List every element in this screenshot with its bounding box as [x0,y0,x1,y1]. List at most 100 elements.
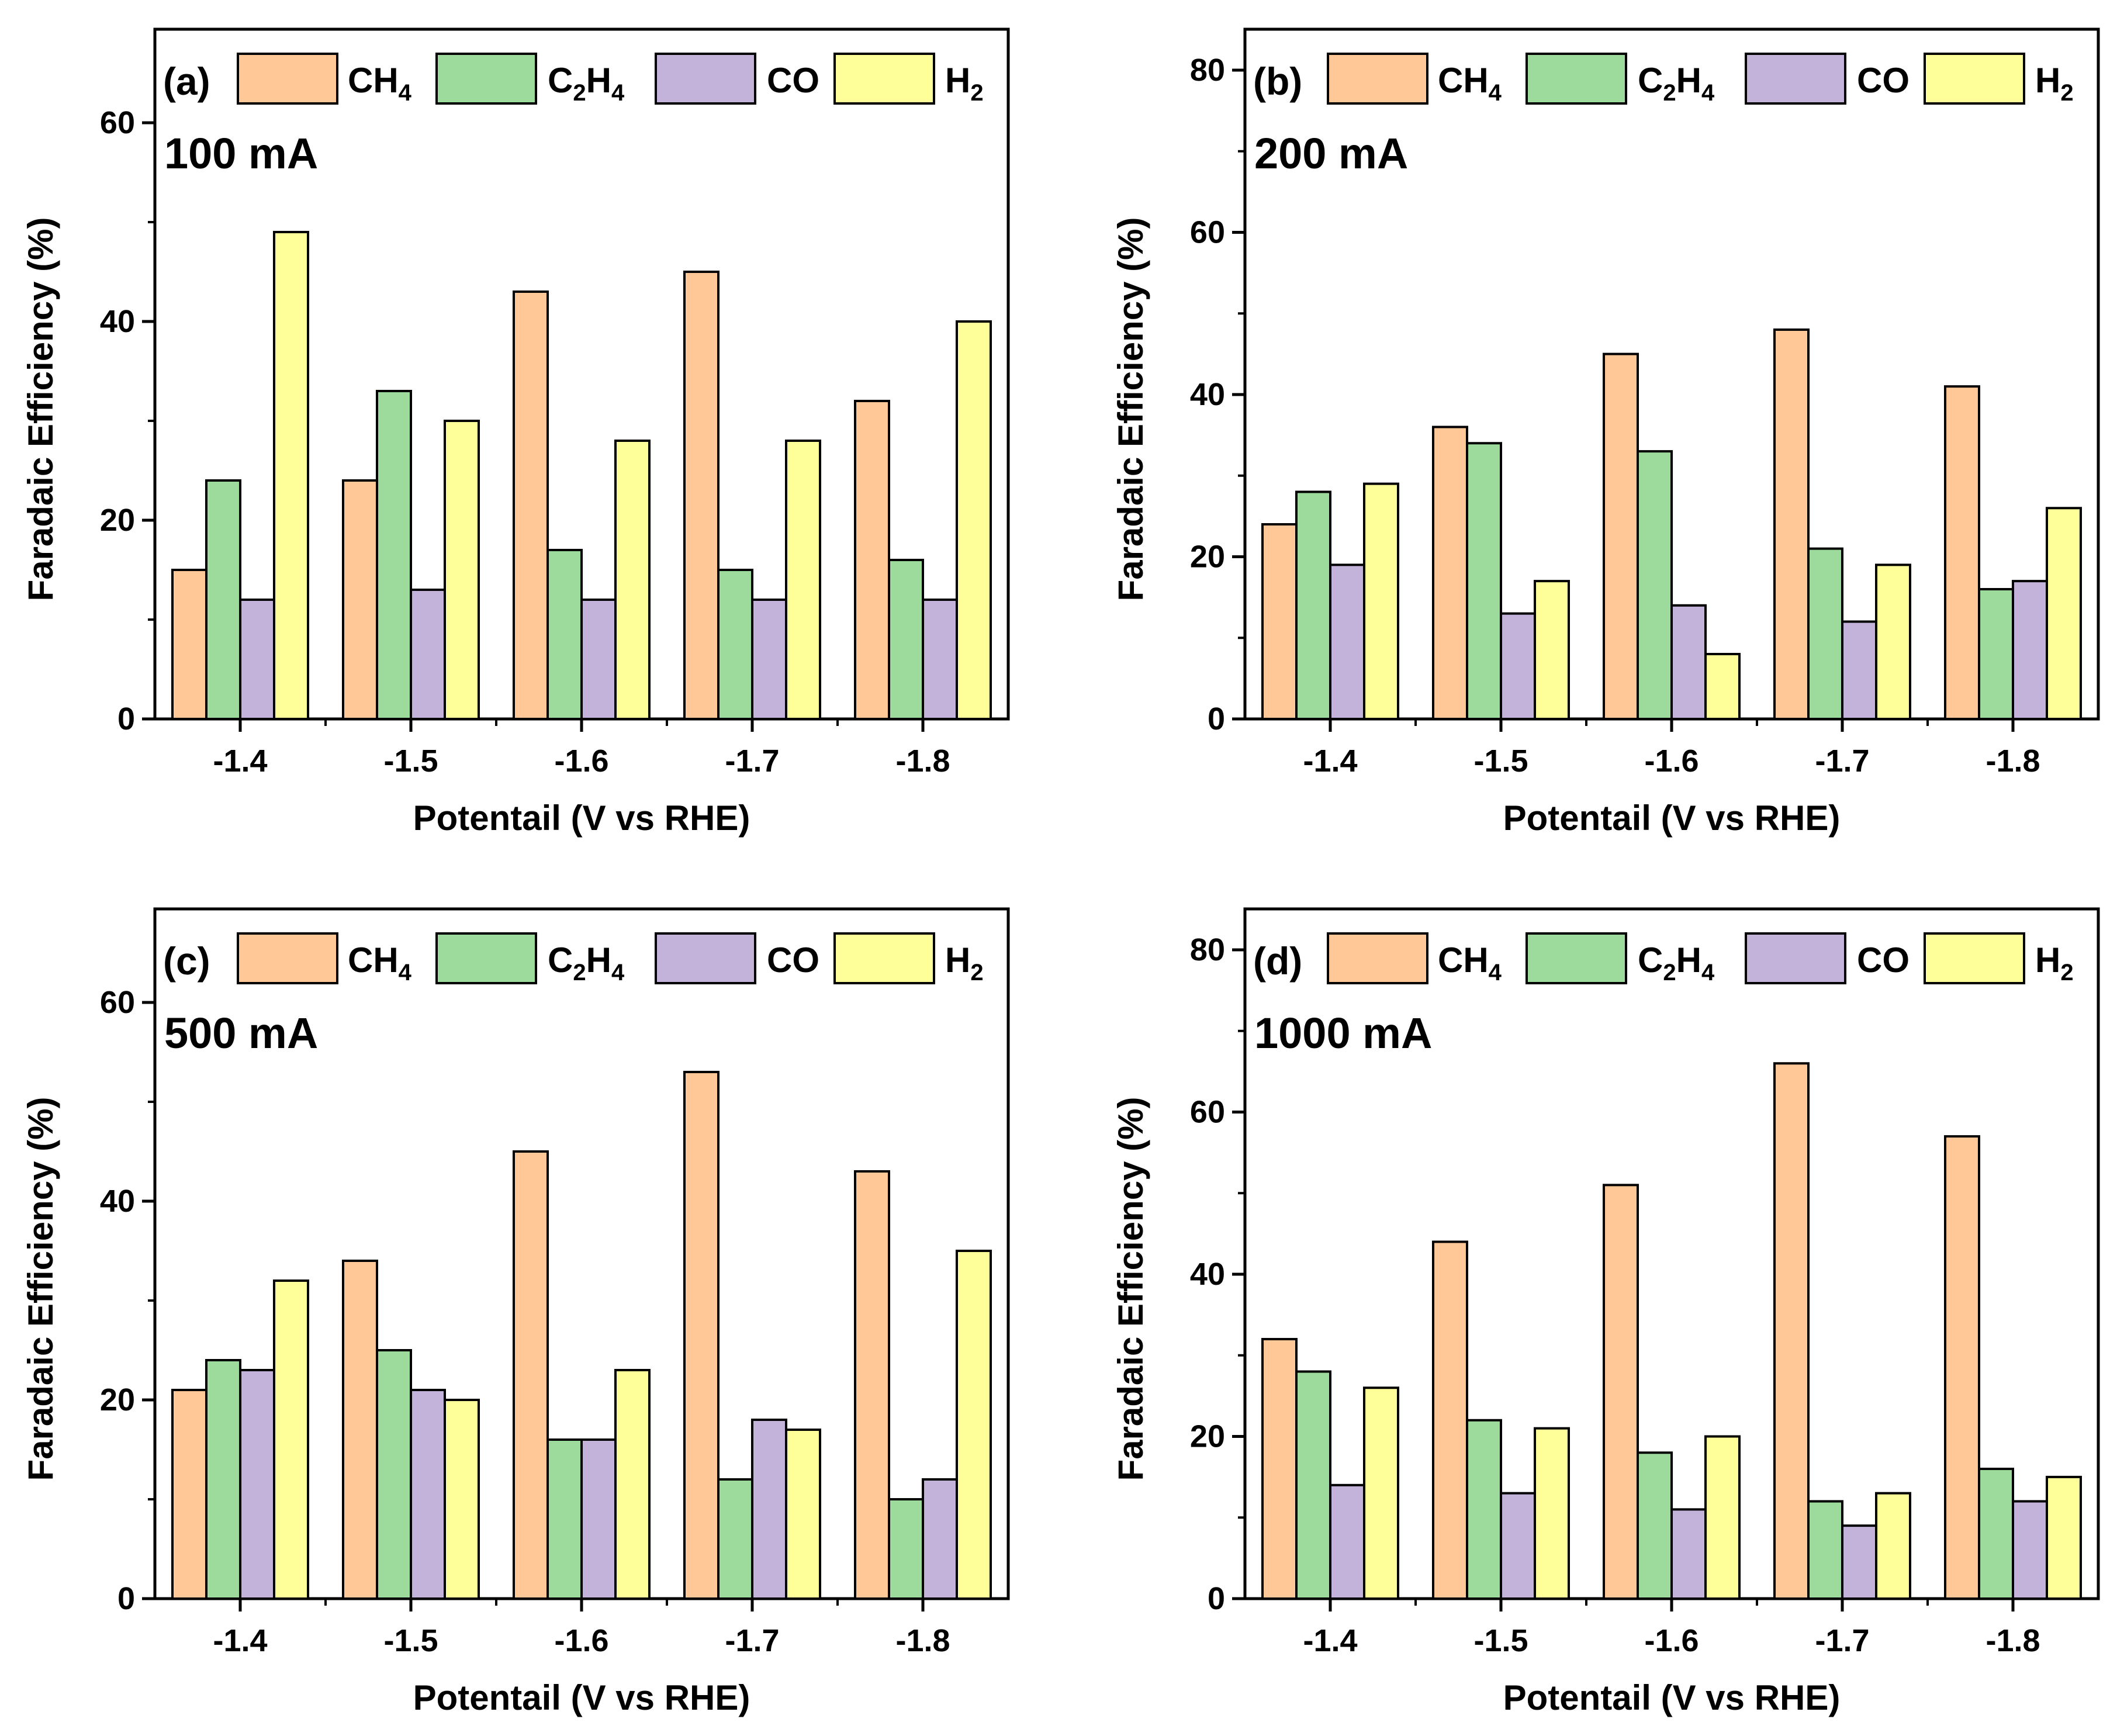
legend-swatch-ch4 [1327,53,1428,105]
legend-label-co: CO [767,940,819,980]
legend-swatch-h2 [1924,53,2025,105]
x-tick-label: -1.8 [1985,1623,2040,1658]
bar-h2 [273,1279,309,1600]
bar-h2 [273,231,309,720]
legend-text-part: C [1638,940,1663,980]
bar-ch4 [1261,523,1298,720]
y-tick-label: 0 [1208,701,1225,736]
x-tick-label: -1.8 [895,1623,950,1658]
bar-c2h4 [888,559,924,720]
legend-text-part: 2 [2060,80,2073,106]
bar-co [751,1419,787,1600]
bar-h2 [956,320,992,720]
y-tick-label: 60 [1190,215,1225,250]
current-label: 1000 mA [1254,1009,1432,1057]
y-tick-label: 40 [1190,1257,1225,1292]
bar-c2h4 [1807,1500,1843,1600]
x-tick-label: -1.8 [895,743,950,779]
legend-text-part: CO [767,61,819,100]
bar-h2 [1363,482,1399,720]
legend-label-co: CO [1857,61,1910,100]
legend-text-part: CH [1438,61,1489,100]
bar-co [1670,604,1707,720]
legend-text-part: H [945,940,970,980]
bar-c2h4 [376,390,412,720]
legend: CH4 C2H4 CO H2 [1327,932,2074,985]
bar-h2 [1363,1386,1399,1600]
bar-co [1670,1508,1707,1600]
bar-h2 [956,1250,992,1600]
legend-text-part: 4 [1701,80,1715,106]
bar-h2 [614,440,651,720]
current-label: 500 mA [164,1009,318,1057]
bar-ch4 [1944,385,1980,720]
bar-ch4 [171,1389,207,1600]
bar-c2h4 [1637,450,1673,720]
legend-text-part: 4 [1701,960,1715,985]
bar-h2 [1875,563,1911,720]
bar-co [239,1369,275,1600]
bar-co [580,599,617,720]
x-tick-label: -1.6 [1644,1623,1699,1658]
bar-co [239,599,275,720]
legend-text-part: CH [348,940,399,980]
y-tick-label: 20 [1190,540,1225,575]
current-label: 200 mA [1254,129,1408,178]
bar-ch4 [513,1150,549,1600]
y-tick-label: 20 [100,503,135,538]
bar-c2h4 [1978,1468,2014,1600]
panel-label: (a) [163,60,210,103]
legend-swatch-ch4 [1327,932,1428,984]
chart-panel-b: 0 20 40 60 80 -1.4 -1.5 -1.6 -1.7 -1.8 Potentail (… [1111,27,2100,838]
bar-ch4 [171,569,207,720]
x-tick-label: -1.7 [1815,743,1869,779]
y-tick-label: 20 [1190,1419,1225,1454]
bar-ch4 [1773,1062,1810,1600]
legend-text-part: CO [1857,940,1910,980]
panel-label: (b) [1253,60,1302,103]
bar-c2h4 [546,549,583,720]
bar-h2 [785,1429,821,1600]
legend-swatch-co [655,932,756,984]
legend-text-part: CO [1857,61,1910,100]
legend-text-part: H [2035,940,2060,980]
chart-panel-d: 0 20 40 60 80 -1.4 -1.5 -1.6 -1.7 -1.8 Potentail (… [1111,907,2100,1717]
bar-co [922,599,958,720]
legend-label-ch4: CH4 [348,940,412,985]
bar-h2 [1704,653,1741,720]
bar-ch4 [683,271,719,720]
bar-c2h4 [888,1498,924,1600]
x-axis-title: Potentail (V vs RHE) [1503,1678,1841,1717]
legend-label-h2: H2 [2035,61,2074,106]
bar-h2 [1875,1492,1911,1600]
legend-text-part: C [548,940,573,980]
legend-text-part: C [1638,61,1663,100]
bar-c2h4 [205,479,241,720]
bar-c2h4 [717,1478,753,1600]
legend-label-co: CO [1857,940,1910,980]
y-tick-label: 60 [1190,1095,1225,1130]
legend-text-part: CH [1438,940,1489,980]
x-tick-label: -1.5 [1473,1623,1528,1658]
x-tick-label: -1.4 [213,1623,267,1658]
legend-text-part: 4 [399,80,412,106]
bar-ch4 [342,1260,378,1600]
x-tick-label: -1.5 [383,743,438,779]
y-tick-label: 20 [100,1382,135,1417]
legend-swatch-c2h4 [1526,53,1627,105]
bar-ch4 [1432,426,1468,720]
x-tick-label: -1.4 [1303,743,1357,779]
bar-ch4 [342,479,378,720]
y-tick-label: 80 [1190,53,1225,88]
legend-swatch-h2 [1924,932,2025,984]
bar-h2 [1534,580,1570,720]
legend-text-part: 4 [611,960,625,985]
chart-panel-a: 0 20 40 60 -1.4 -1.5 -1.6 -1.7 -1.8 Potentail (V … [21,27,1010,838]
x-axis-title: Potentail (V vs RHE) [413,798,750,838]
legend: CH4 C2H4 CO H2 [1327,53,2074,106]
legend-text-part: 4 [1489,960,1502,985]
legend-label-c2h4: C2H4 [1638,940,1715,985]
bar-co [2012,1500,2048,1600]
y-tick-label: 0 [1208,1581,1225,1616]
